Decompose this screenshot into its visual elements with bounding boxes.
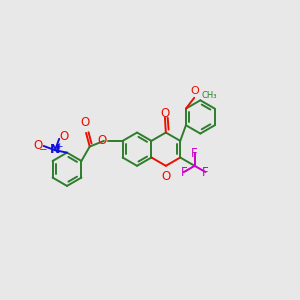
Text: O: O bbox=[160, 107, 170, 120]
Text: N: N bbox=[50, 143, 60, 156]
Text: F: F bbox=[202, 166, 209, 178]
Text: O: O bbox=[80, 116, 90, 129]
Text: O: O bbox=[60, 130, 69, 142]
Text: +: + bbox=[55, 142, 62, 151]
Text: F: F bbox=[181, 166, 187, 178]
Text: O: O bbox=[190, 86, 199, 96]
Text: O: O bbox=[34, 139, 43, 152]
Text: O: O bbox=[98, 134, 107, 147]
Text: F: F bbox=[191, 147, 198, 160]
Text: −: − bbox=[38, 145, 47, 155]
Text: O: O bbox=[161, 170, 170, 183]
Text: CH₃: CH₃ bbox=[202, 91, 217, 100]
